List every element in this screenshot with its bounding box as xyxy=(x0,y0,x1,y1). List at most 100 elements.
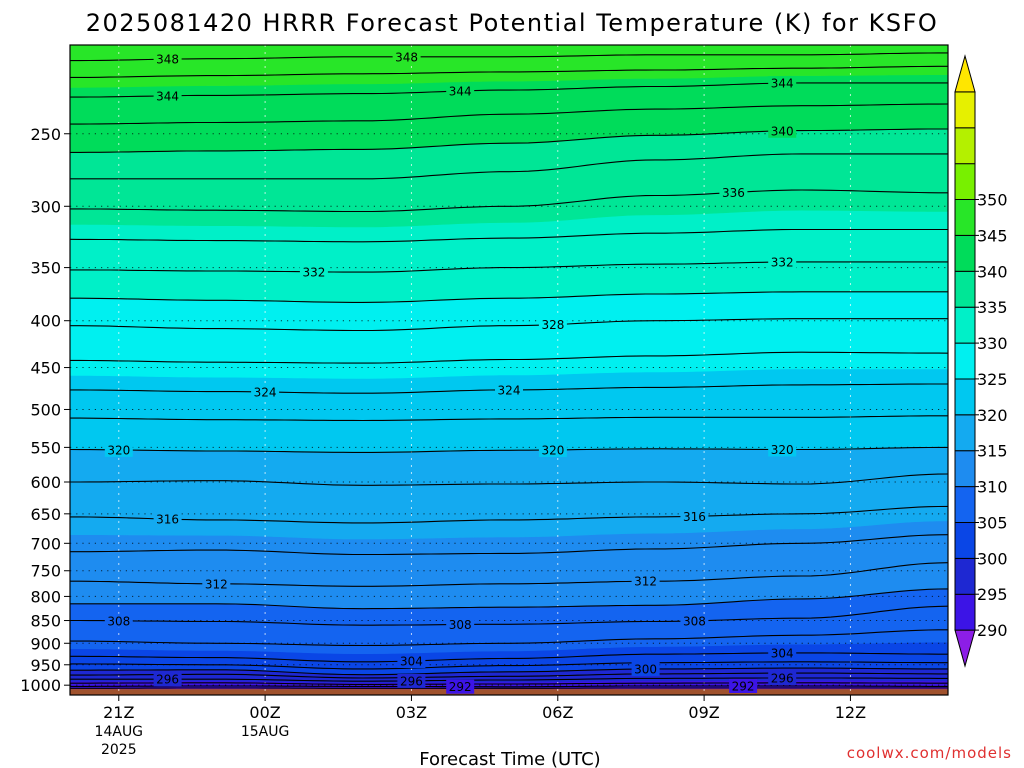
y-tick-label: 700 xyxy=(30,534,61,553)
colorbar-tick-label: 290 xyxy=(977,621,1008,640)
colorbar-tick-label: 325 xyxy=(977,370,1008,389)
contour-label: 296 xyxy=(771,672,794,686)
y-tick-label: 250 xyxy=(30,125,61,144)
contour-label-bg xyxy=(202,576,231,591)
contour-label: 312 xyxy=(205,577,228,591)
contour-label-bg xyxy=(153,52,182,67)
isentrope-296 xyxy=(70,677,948,682)
isentrope-332 xyxy=(70,261,948,273)
colorbar-segment xyxy=(954,91,976,129)
x-tick-label: 06Z xyxy=(542,703,573,722)
colorbar-tick-label: 330 xyxy=(977,334,1008,353)
contour-label: 332 xyxy=(771,256,794,270)
colorbar-segment xyxy=(954,593,976,631)
contour-label-bg xyxy=(446,84,475,98)
theta-band xyxy=(70,447,948,540)
theta-band xyxy=(70,368,948,453)
theta-band xyxy=(70,291,948,379)
contour-label-bg xyxy=(299,264,328,279)
contour-label: 344 xyxy=(771,77,794,91)
y-tick-label: 300 xyxy=(30,197,61,216)
y-tick-label: 1000 xyxy=(20,676,61,695)
isentrope-304 xyxy=(70,652,948,663)
colorbar: 290 295 300 305 310 315 320 325 330 335 340 345 350 xyxy=(954,54,1008,668)
contour-label: 324 xyxy=(254,386,277,400)
isentrope-330 xyxy=(70,291,948,303)
colorbar-extend-low xyxy=(954,629,976,668)
colorbar-tick-label: 295 xyxy=(977,585,1008,604)
x-axis-label: Forecast Time (UTC) xyxy=(419,749,600,768)
chart-title: 2025081420 HRRR Forecast Potential Tempe… xyxy=(86,9,939,37)
contour-label: 340 xyxy=(771,124,794,138)
isentrope-306 xyxy=(70,629,948,647)
contour-label: 316 xyxy=(156,513,179,527)
contour-label-bg xyxy=(153,672,182,687)
isentrope-308 xyxy=(70,605,948,626)
y-tick-label: 950 xyxy=(30,656,61,675)
ground-surface xyxy=(70,689,948,695)
x-tick-label: 12Z xyxy=(835,703,866,722)
isentrope-328 xyxy=(70,318,948,332)
contour-label-bg xyxy=(251,385,280,399)
colorbar-segment xyxy=(954,127,976,165)
colorbar-segment xyxy=(954,163,976,201)
colorbar-tick-label: 320 xyxy=(977,406,1008,425)
contour-label-bg xyxy=(446,617,475,632)
y-tick-label: 850 xyxy=(30,612,61,631)
isentrope-346 xyxy=(70,65,948,78)
contour-label: 292 xyxy=(732,680,755,694)
colorbar-segment xyxy=(954,522,976,559)
contour-label-bg xyxy=(768,645,797,660)
isentrope-344 xyxy=(70,82,948,98)
x-tick-year: 2025 xyxy=(101,742,137,758)
contour-label-bg xyxy=(104,613,133,628)
contour-label: 308 xyxy=(107,614,130,628)
contour-label: 312 xyxy=(634,575,657,589)
contour-label: 332 xyxy=(302,265,325,279)
colorbar-tick-label: 340 xyxy=(977,262,1008,281)
colorbar-segment xyxy=(954,270,976,308)
contour-label: 292 xyxy=(449,680,472,694)
x-tick-label: 09Z xyxy=(688,703,719,722)
x-tick-date: 15AUG xyxy=(241,724,290,740)
colorbar-tick-label: 315 xyxy=(977,442,1008,461)
colorbar-tick-label: 300 xyxy=(977,549,1008,568)
colorbar-segment xyxy=(954,199,976,236)
x-tick-label: 00Z xyxy=(249,703,280,722)
colorbar-extend-high xyxy=(954,54,976,93)
contour-label-bg xyxy=(397,673,426,688)
contour-label: 304 xyxy=(771,646,794,660)
colorbar-tick-label: 305 xyxy=(977,514,1008,533)
contour-label-bg xyxy=(392,49,421,64)
contour-label-bg xyxy=(768,76,797,91)
contour-label: 328 xyxy=(541,318,564,332)
contour-label-bg xyxy=(768,123,797,138)
colorbar-segment xyxy=(954,450,976,488)
contour-label-bg xyxy=(768,671,797,685)
y-tick-label: 450 xyxy=(30,359,61,378)
y-tick-label: 400 xyxy=(30,312,61,331)
contour-label: 296 xyxy=(400,674,423,688)
x-tick-label: 21Z xyxy=(103,703,134,722)
colorbar-segment xyxy=(954,486,976,524)
x-tick-label: 03Z xyxy=(396,703,427,722)
contour-label-bg xyxy=(768,442,797,457)
y-tick-label: 800 xyxy=(30,587,61,606)
contour-label: 348 xyxy=(395,50,418,64)
isentrope-318 xyxy=(70,473,948,486)
contour-label: 336 xyxy=(722,186,745,200)
x-tick-date: 14AUG xyxy=(95,724,144,740)
isentrope-348 xyxy=(70,52,948,62)
contour-label-bg xyxy=(631,574,660,589)
contour-label: 324 xyxy=(498,383,521,397)
isentrope-334 xyxy=(70,228,948,243)
isentrope-322 xyxy=(70,415,948,422)
colorbar-segment xyxy=(954,414,976,452)
contour-label: 300 xyxy=(634,663,657,677)
contour-label-bg xyxy=(719,185,748,200)
colorbar-tick-label: 335 xyxy=(977,298,1008,317)
contour-label: 320 xyxy=(541,444,564,458)
contour-label: 304 xyxy=(400,655,423,669)
contour-label: 320 xyxy=(107,443,130,457)
isentropes xyxy=(70,52,948,689)
